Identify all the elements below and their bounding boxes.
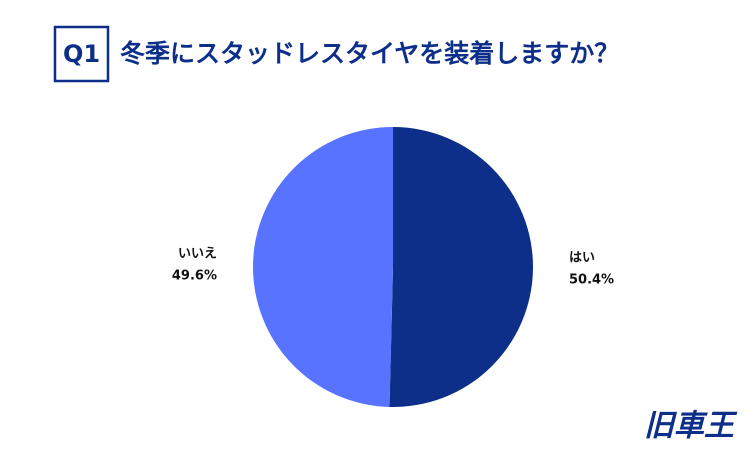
question-number: Q1 [63, 40, 100, 68]
question-badge [53, 25, 110, 83]
pie-slice [389, 127, 534, 408]
slice-label: はい [569, 251, 595, 266]
slice-value-label: 49.6% [172, 268, 217, 283]
slice-label: いいえ [178, 246, 217, 261]
logo: 旧車王 [644, 409, 738, 444]
chart-title: 冬季にスタッドレスタイヤを装着しますか？ [120, 39, 619, 68]
slice-value-label: 50.4% [569, 273, 614, 288]
pie-slice [253, 127, 393, 407]
